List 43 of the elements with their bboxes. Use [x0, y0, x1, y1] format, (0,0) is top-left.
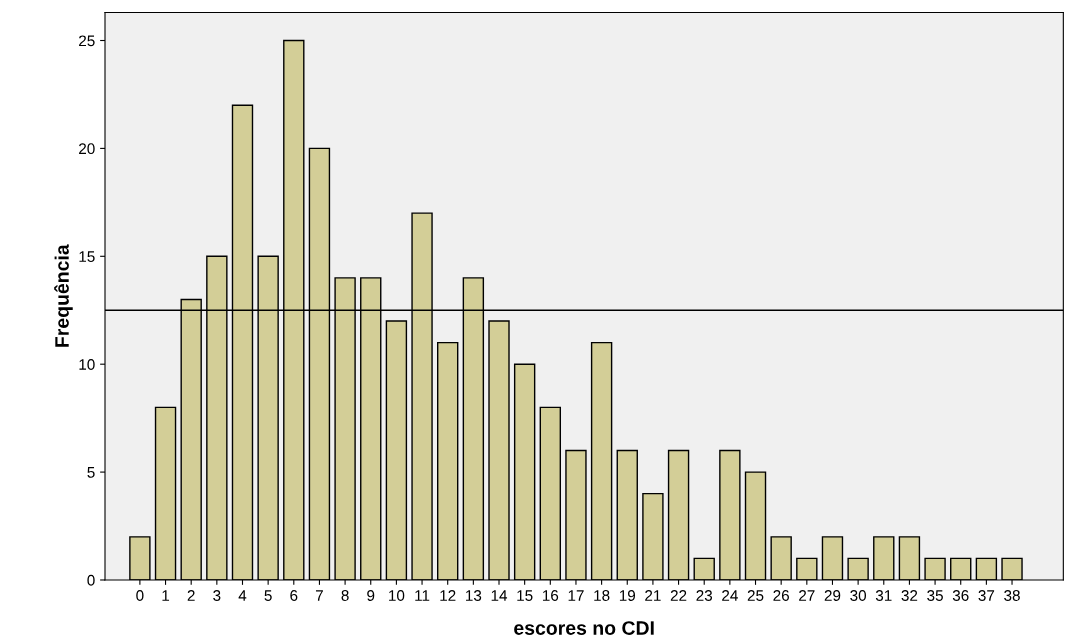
x-tick-label: 21 [645, 590, 661, 601]
x-tick-label: 13 [466, 590, 482, 601]
x-tick-label: 16 [542, 590, 559, 601]
x-tick-label: 32 [901, 590, 918, 601]
x-tick-label: 24 [722, 590, 738, 601]
x-tick-label: 31 [875, 590, 892, 601]
x-tick-label: 36 [952, 590, 969, 601]
x-tick-label: 22 [670, 590, 687, 601]
y-tick-label: 0 [87, 574, 95, 586]
x-tick-label: 29 [824, 590, 841, 601]
x-tick-label: 9 [367, 590, 375, 601]
x-tick-label: 35 [927, 590, 943, 601]
x-tick-label: 11 [415, 590, 430, 601]
y-tick-label: 20 [79, 143, 95, 155]
y-tick-label: 25 [79, 35, 95, 47]
x-axis-title: escores no CDI [514, 621, 654, 635]
x-tick-label: 27 [799, 590, 815, 601]
x-tick-label: 17 [568, 590, 584, 601]
x-tick-label: 15 [517, 590, 533, 601]
x-tick-label: 4 [238, 590, 247, 601]
x-tick-label: 6 [290, 590, 298, 601]
x-tick-label: 18 [594, 590, 610, 601]
y-axis-title: Frequência [54, 244, 73, 347]
x-tick-label: 2 [187, 590, 195, 601]
x-tick-label: 23 [696, 590, 713, 601]
x-tick-label: 8 [341, 590, 349, 601]
x-tick-label: 12 [440, 590, 456, 601]
x-tick-label: 10 [389, 590, 405, 601]
x-tick-label: 38 [1004, 590, 1020, 601]
y-tick-label: 15 [79, 251, 95, 262]
x-tick-label: 5 [264, 590, 272, 601]
x-tick-label: 37 [978, 590, 995, 601]
x-tick-label: 30 [850, 590, 867, 601]
x-tick-label: 7 [315, 590, 323, 601]
y-tick-label: 10 [79, 359, 95, 370]
x-tick-label: 3 [213, 590, 221, 601]
y-tick-label: 5 [87, 467, 95, 478]
x-tick-label: 0 [136, 590, 144, 601]
x-tick-label: 14 [491, 590, 508, 601]
x-tick-label: 25 [747, 590, 764, 601]
x-tick-label: 19 [619, 590, 636, 601]
x-tick-label: 1 [162, 590, 170, 601]
x-tick-label: 26 [773, 590, 789, 601]
